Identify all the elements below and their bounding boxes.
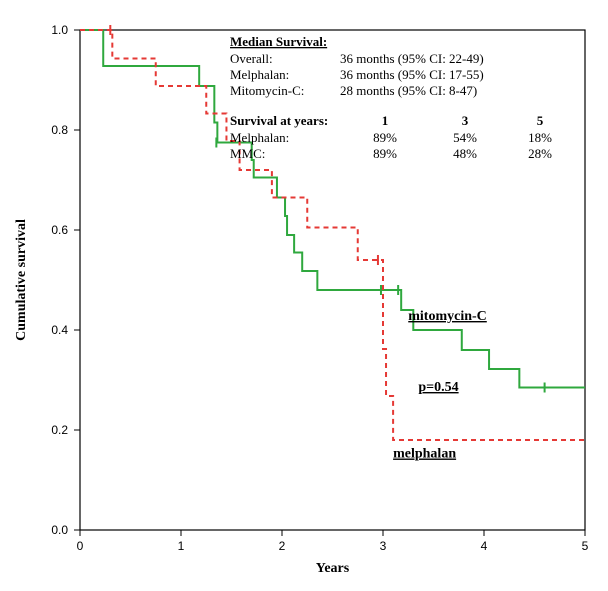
survival-row-val: 89% (373, 146, 397, 161)
survival-row-val: 89% (373, 130, 397, 145)
median-row-label: Overall: (230, 51, 273, 66)
y-tick-label: 0.6 (51, 223, 68, 237)
survival-year-header: 3 (462, 113, 469, 128)
median-row-value: 36 months (95% CI: 17-55) (340, 67, 484, 82)
survival-row-label: Melphalan: (230, 130, 289, 145)
y-tick-label: 0.4 (51, 323, 68, 337)
km-survival-chart: 0 1 2 3 4 5 0.0 0.2 0.4 0.6 0.8 1.0 Years Cumulative … (0, 0, 608, 591)
x-tick-label: 3 (380, 539, 387, 553)
series-label-mitomycin-C: mitomycin-C (408, 309, 487, 324)
survival-year-header: 5 (537, 113, 544, 128)
survival-row-val: 54% (453, 130, 477, 145)
median-row-value: 36 months (95% CI: 22-49) (340, 51, 484, 66)
median-row-value: 28 months (95% CI: 8-47) (340, 83, 477, 98)
y-tick-label: 1.0 (51, 23, 68, 37)
x-axis-title: Years (316, 561, 350, 576)
survival-year-header: 1 (382, 113, 389, 128)
y-axis-title: Cumulative survival (14, 219, 29, 341)
x-tick-label: 1 (178, 539, 185, 553)
survival-row-val: 28% (528, 146, 552, 161)
x-tick-label: 2 (279, 539, 286, 553)
median-row-label: Mitomycin-C: (230, 83, 304, 98)
x-tick-label: 4 (481, 539, 488, 553)
median-row-label: Melphalan: (230, 67, 289, 82)
y-tick-label: 0.8 (51, 123, 68, 137)
survival-row-val: 48% (453, 146, 477, 161)
y-tick-label: 0.2 (51, 423, 68, 437)
x-tick-label: 0 (77, 539, 84, 553)
series-label-melphalan: melphalan (393, 447, 456, 462)
survival-row-val: 18% (528, 130, 552, 145)
y-tick-label: 0.0 (51, 523, 68, 537)
survival-row-label: MMC: (230, 146, 265, 161)
p-value-label: p=0.54 (418, 380, 458, 395)
x-tick-label: 5 (582, 539, 589, 553)
survival-table-title: Survival at years: (230, 113, 328, 128)
median-survival-title: Median Survival: (230, 34, 327, 49)
